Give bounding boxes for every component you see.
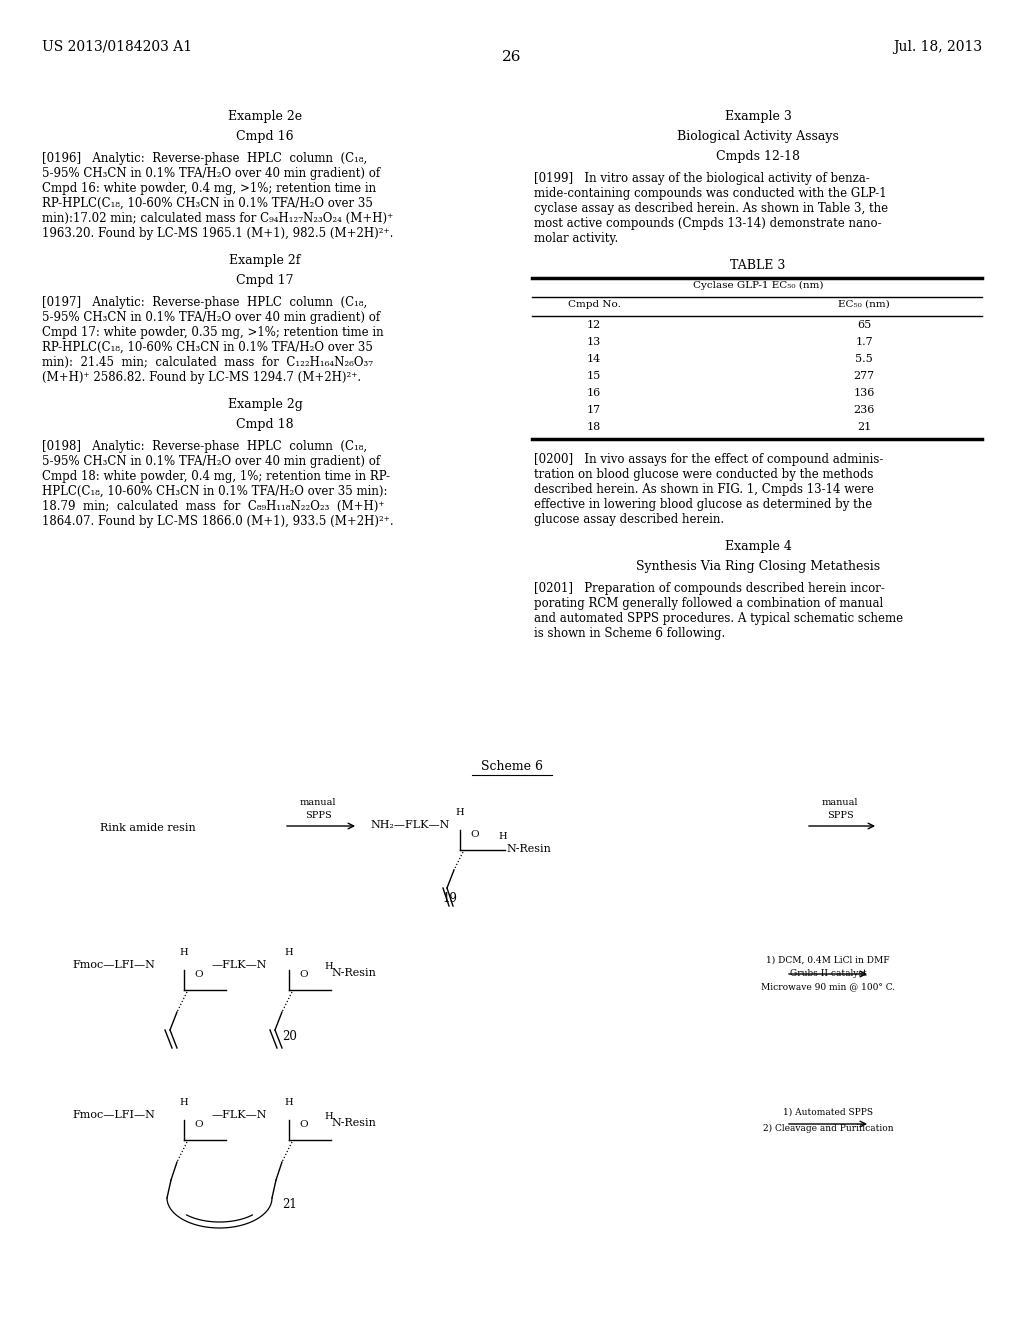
Text: 18.79  min;  calculated  mass  for  C₈₉H₁₁₈N₂₂O₂₃  (M+H)⁺: 18.79 min; calculated mass for C₈₉H₁₁₈N₂… xyxy=(42,500,384,513)
Text: Cmpd 17: white powder, 0.35 mg, >1%; retention time in: Cmpd 17: white powder, 0.35 mg, >1%; ret… xyxy=(42,326,384,339)
Text: 5.5: 5.5 xyxy=(855,354,872,364)
Text: O: O xyxy=(470,830,478,840)
Text: 236: 236 xyxy=(853,405,874,414)
Text: [0198]   Analytic:  Reverse-phase  HPLC  column  (C₁₈,: [0198] Analytic: Reverse-phase HPLC colu… xyxy=(42,440,368,453)
Text: porating RCM generally followed a combination of manual: porating RCM generally followed a combin… xyxy=(534,597,884,610)
Text: described herein. As shown in FIG. 1, Cmpds 13-14 were: described herein. As shown in FIG. 1, Cm… xyxy=(534,483,873,496)
Text: EC₅₀ (nm): EC₅₀ (nm) xyxy=(838,300,890,309)
Text: SPPS: SPPS xyxy=(826,810,853,820)
Text: 5-95% CH₃CN in 0.1% TFA/H₂O over 40 min gradient) of: 5-95% CH₃CN in 0.1% TFA/H₂O over 40 min … xyxy=(42,168,380,180)
Text: [0197]   Analytic:  Reverse-phase  HPLC  column  (C₁₈,: [0197] Analytic: Reverse-phase HPLC colu… xyxy=(42,296,368,309)
Text: Scheme 6: Scheme 6 xyxy=(481,760,543,774)
Text: H: H xyxy=(456,808,464,817)
Text: 65: 65 xyxy=(857,319,871,330)
Text: Jul. 18, 2013: Jul. 18, 2013 xyxy=(893,40,982,54)
Text: glucose assay described herein.: glucose assay described herein. xyxy=(534,513,724,525)
Text: Rink amide resin: Rink amide resin xyxy=(100,822,196,833)
Text: Grubs II catalyst: Grubs II catalyst xyxy=(790,969,866,978)
Text: RP-HPLC(C₁₈, 10-60% CH₃CN in 0.1% TFA/H₂O over 35: RP-HPLC(C₁₈, 10-60% CH₃CN in 0.1% TFA/H₂… xyxy=(42,197,373,210)
Text: 1) Automated SPPS: 1) Automated SPPS xyxy=(783,1107,873,1117)
Text: Example 2e: Example 2e xyxy=(228,110,302,123)
Text: 5-95% CH₃CN in 0.1% TFA/H₂O over 40 min gradient) of: 5-95% CH₃CN in 0.1% TFA/H₂O over 40 min … xyxy=(42,455,380,469)
Text: Example 4: Example 4 xyxy=(725,540,792,553)
Text: Cmpd No.: Cmpd No. xyxy=(567,300,621,309)
Text: Fmoc—LFI—N: Fmoc—LFI—N xyxy=(72,960,155,970)
Text: N-Resin: N-Resin xyxy=(331,968,376,978)
Text: cyclase assay as described herein. As shown in Table 3, the: cyclase assay as described herein. As sh… xyxy=(534,202,888,215)
Text: N-Resin: N-Resin xyxy=(331,1118,376,1129)
Text: Microwave 90 min @ 100° C.: Microwave 90 min @ 100° C. xyxy=(761,982,895,991)
Text: Example 2g: Example 2g xyxy=(227,399,302,411)
Text: O: O xyxy=(299,1119,307,1129)
Text: H: H xyxy=(498,832,507,841)
Text: H: H xyxy=(179,1098,188,1107)
Text: 1864.07. Found by LC-MS 1866.0 (M+1), 933.5 (M+2H)²⁺.: 1864.07. Found by LC-MS 1866.0 (M+1), 93… xyxy=(42,515,393,528)
Text: 26: 26 xyxy=(502,50,522,63)
Text: Fmoc—LFI—N: Fmoc—LFI—N xyxy=(72,1110,155,1119)
Text: 2) Cleavage and Purification: 2) Cleavage and Purification xyxy=(763,1125,893,1133)
Text: Example 3: Example 3 xyxy=(725,110,792,123)
Text: 17: 17 xyxy=(587,405,601,414)
Text: Cmpd 18: Cmpd 18 xyxy=(237,418,294,432)
Text: molar activity.: molar activity. xyxy=(534,232,618,246)
Text: 21: 21 xyxy=(857,422,871,432)
Text: Cmpd 16: Cmpd 16 xyxy=(237,129,294,143)
Text: 1) DCM, 0.4M LiCl in DMF: 1) DCM, 0.4M LiCl in DMF xyxy=(766,956,890,965)
Text: TABLE 3: TABLE 3 xyxy=(730,259,785,272)
Text: most active compounds (Cmpds 13-14) demonstrate nano-: most active compounds (Cmpds 13-14) demo… xyxy=(534,216,882,230)
Text: [0200]   In vivo assays for the effect of compound adminis-: [0200] In vivo assays for the effect of … xyxy=(534,453,884,466)
Text: [0196]   Analytic:  Reverse-phase  HPLC  column  (C₁₈,: [0196] Analytic: Reverse-phase HPLC colu… xyxy=(42,152,368,165)
Text: Cmpds 12-18: Cmpds 12-18 xyxy=(716,150,800,162)
Text: and automated SPPS procedures. A typical schematic scheme: and automated SPPS procedures. A typical… xyxy=(534,612,903,624)
Text: —FLK—N: —FLK—N xyxy=(212,960,267,970)
Text: 277: 277 xyxy=(853,371,874,381)
Text: (M+H)⁺ 2586.82. Found by LC-MS 1294.7 (M+2H)²⁺.: (M+H)⁺ 2586.82. Found by LC-MS 1294.7 (M… xyxy=(42,371,361,384)
Text: 21: 21 xyxy=(283,1199,297,1210)
Text: H: H xyxy=(179,948,188,957)
Text: Cmpd 17: Cmpd 17 xyxy=(237,275,294,286)
Text: Example 2f: Example 2f xyxy=(229,253,301,267)
Text: 13: 13 xyxy=(587,337,601,347)
Text: manual: manual xyxy=(821,799,858,807)
Text: 15: 15 xyxy=(587,371,601,381)
Text: RP-HPLC(C₁₈, 10-60% CH₃CN in 0.1% TFA/H₂O over 35: RP-HPLC(C₁₈, 10-60% CH₃CN in 0.1% TFA/H₂… xyxy=(42,341,373,354)
Text: 12: 12 xyxy=(587,319,601,330)
Text: is shown in Scheme 6 following.: is shown in Scheme 6 following. xyxy=(534,627,725,640)
Text: O: O xyxy=(194,1119,203,1129)
Text: Biological Activity Assays: Biological Activity Assays xyxy=(677,129,839,143)
Text: 136: 136 xyxy=(853,388,874,399)
Text: NH₂—FLK—N: NH₂—FLK—N xyxy=(370,820,450,830)
Text: H: H xyxy=(285,1098,293,1107)
Text: min):17.02 min; calculated mass for C₉₄H₁₂₇N₂₃O₂₄ (M+H)⁺: min):17.02 min; calculated mass for C₉₄H… xyxy=(42,213,393,224)
Text: tration on blood glucose were conducted by the methods: tration on blood glucose were conducted … xyxy=(534,469,873,480)
Text: Cmpd 18: white powder, 0.4 mg, 1%; retention time in RP-: Cmpd 18: white powder, 0.4 mg, 1%; reten… xyxy=(42,470,390,483)
Text: HPLC(C₁₈, 10-60% CH₃CN in 0.1% TFA/H₂O over 35 min):: HPLC(C₁₈, 10-60% CH₃CN in 0.1% TFA/H₂O o… xyxy=(42,484,387,498)
Text: N-Resin: N-Resin xyxy=(506,843,551,854)
Text: —FLK—N: —FLK—N xyxy=(212,1110,267,1119)
Text: H: H xyxy=(324,962,333,972)
Text: 19: 19 xyxy=(442,892,458,906)
Text: O: O xyxy=(194,970,203,979)
Text: Cyclase GLP-1 EC₅₀ (nm): Cyclase GLP-1 EC₅₀ (nm) xyxy=(693,281,823,290)
Text: [0199]   In vitro assay of the biological activity of benza-: [0199] In vitro assay of the biological … xyxy=(534,172,869,185)
Text: min):  21.45  min;  calculated  mass  for  C₁₂₂H₁₆₄N₂₆O₃₇: min): 21.45 min; calculated mass for C₁₂… xyxy=(42,356,373,370)
Text: [0201]   Preparation of compounds described herein incor-: [0201] Preparation of compounds describe… xyxy=(534,582,885,595)
Text: SPPS: SPPS xyxy=(304,810,332,820)
Text: 5-95% CH₃CN in 0.1% TFA/H₂O over 40 min gradient) of: 5-95% CH₃CN in 0.1% TFA/H₂O over 40 min … xyxy=(42,312,380,323)
Text: manual: manual xyxy=(300,799,336,807)
Text: 1963.20. Found by LC-MS 1965.1 (M+1), 982.5 (M+2H)²⁺.: 1963.20. Found by LC-MS 1965.1 (M+1), 98… xyxy=(42,227,393,240)
Text: O: O xyxy=(299,970,307,979)
Text: 16: 16 xyxy=(587,388,601,399)
Text: 1.7: 1.7 xyxy=(855,337,872,347)
Text: mide-containing compounds was conducted with the GLP-1: mide-containing compounds was conducted … xyxy=(534,187,887,201)
Text: US 2013/0184203 A1: US 2013/0184203 A1 xyxy=(42,40,193,54)
Text: 14: 14 xyxy=(587,354,601,364)
Text: H: H xyxy=(324,1111,333,1121)
Text: 20: 20 xyxy=(283,1030,297,1043)
Text: 18: 18 xyxy=(587,422,601,432)
Text: H: H xyxy=(285,948,293,957)
Text: effective in lowering blood glucose as determined by the: effective in lowering blood glucose as d… xyxy=(534,498,872,511)
Text: Synthesis Via Ring Closing Metathesis: Synthesis Via Ring Closing Metathesis xyxy=(636,560,880,573)
Text: Cmpd 16: white powder, 0.4 mg, >1%; retention time in: Cmpd 16: white powder, 0.4 mg, >1%; rete… xyxy=(42,182,376,195)
